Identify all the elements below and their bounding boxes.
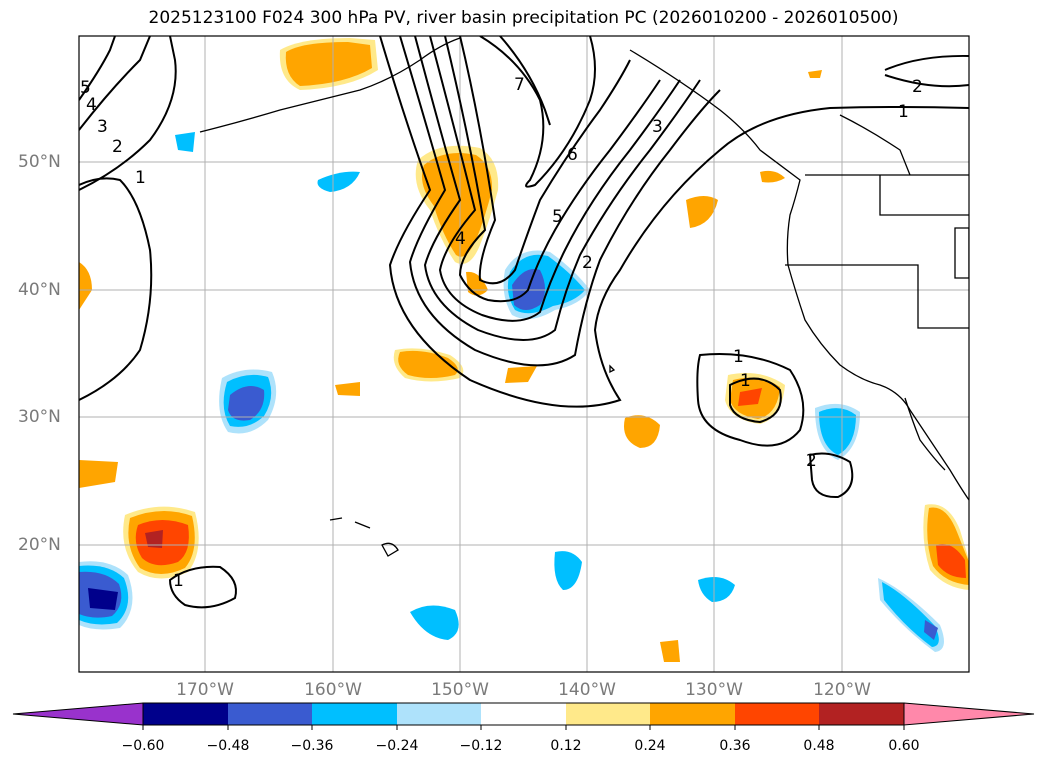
pv-contours (79, 36, 969, 609)
pv-contour-labels: 5 4 3 2 1 7 6 5 4 3 2 1 2 1 1 2 1 (80, 75, 923, 591)
contour-label: 5 (80, 78, 91, 98)
map-title: 2025123100 F024 300 hPa PV, river basin … (148, 8, 899, 28)
contour-label: 1 (898, 102, 909, 122)
coastlines (199, 37, 969, 557)
colorbar-bin (143, 703, 228, 725)
gridlines (79, 36, 969, 672)
contour-label: 4 (86, 95, 97, 115)
contour-label: 1 (135, 168, 146, 188)
colorbar (12, 702, 1035, 730)
colorbar-tick-label: 0.12 (550, 738, 582, 754)
contour-label: 2 (806, 451, 817, 471)
colorbar-tick-label: 0.60 (888, 738, 920, 754)
colorbar-bin (566, 703, 650, 725)
colorbar-bin (650, 703, 735, 725)
colorbar-tick-label: 0.48 (803, 738, 835, 754)
colorbar-tick-label: −0.48 (206, 738, 250, 754)
precip-shading (79, 38, 969, 662)
lon-label-130w: 130°W (685, 680, 743, 700)
contour-label: 6 (567, 145, 578, 165)
colorbar-bin (228, 703, 312, 725)
lat-label-20n: 20°N (18, 535, 61, 555)
colorbar-tick-label: −0.24 (375, 738, 419, 754)
lon-label-170w: 170°W (176, 680, 234, 700)
colorbar-extend-low (12, 702, 144, 726)
contour-label: 7 (514, 75, 525, 95)
lat-label-30n: 30°N (18, 407, 61, 427)
colorbar-tick-label: 0.24 (634, 738, 666, 754)
contour-label: 2 (112, 137, 123, 157)
colorbar-bin (481, 703, 566, 725)
colorbar-bin (312, 703, 397, 725)
lon-label-140w: 140°W (558, 680, 616, 700)
lon-label-150w: 150°W (431, 680, 489, 700)
colorbar-bin (819, 703, 904, 725)
contour-label: 4 (455, 229, 466, 249)
colorbar-tick-label: −0.36 (290, 738, 334, 754)
contour-label: 3 (652, 117, 663, 137)
contour-label: 1 (740, 371, 751, 391)
colorbar-tick-label: −0.60 (121, 738, 165, 754)
lat-label-50n: 50°N (18, 152, 61, 172)
contour-label: 2 (582, 253, 593, 273)
contour-label: 5 (552, 207, 563, 227)
map-frame (78, 35, 970, 673)
contour-label: 1 (173, 571, 184, 591)
contour-label: 1 (733, 347, 744, 367)
lon-label-160w: 160°W (304, 680, 362, 700)
colorbar-tick-label: −0.12 (459, 738, 503, 754)
contour-label: 2 (912, 77, 923, 97)
lon-label-120w: 120°W (813, 680, 871, 700)
colorbar-tick-label: 0.36 (719, 738, 751, 754)
colorbar-bin (397, 703, 481, 725)
contour-label: 3 (97, 117, 108, 137)
colorbar-bin (735, 703, 819, 725)
colorbar-extend-high (903, 702, 1035, 726)
lat-label-40n: 40°N (18, 280, 61, 300)
